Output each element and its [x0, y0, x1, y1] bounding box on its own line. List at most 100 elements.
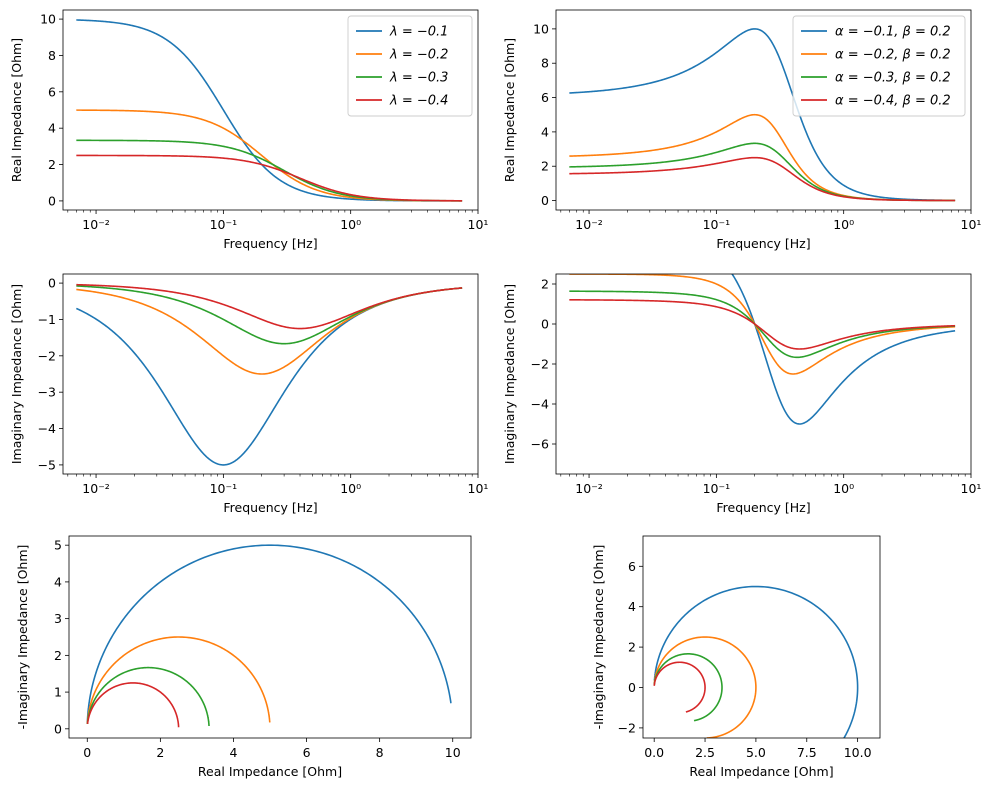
x-tick-label: 2: [156, 745, 164, 760]
y-tick-label: 2: [54, 648, 62, 663]
y-tick-label: 4: [54, 574, 62, 589]
y-tick-label: 10: [533, 21, 549, 36]
x-tick-label: 10¹: [961, 481, 982, 496]
x-tick-label: 10⁻¹: [210, 481, 238, 496]
x-tick-label: 5.0: [746, 745, 766, 760]
series-line-2: [569, 274, 956, 375]
y-tick-label: 8: [48, 48, 56, 63]
legend: α = −0.1, β = 0.2 α = −0.2, β = 0.2 α = −0…: [792, 15, 966, 117]
y-tick-label: 2: [48, 157, 56, 172]
x-axis-label: Real Impedance [Ohm]: [689, 764, 833, 779]
x-tick-label: 10⁰: [340, 217, 361, 232]
x-tick-label: 6: [303, 745, 311, 760]
legend-entry: λ = −0.3: [389, 71, 448, 86]
y-axis-label: Imaginary Impedance [Ohm]: [9, 284, 24, 464]
y-tick-label: 6: [48, 84, 56, 99]
x-tick-label: 8: [376, 745, 384, 760]
y-tick-label: −5: [38, 457, 56, 472]
x-tick-label: 10⁰: [833, 217, 854, 232]
y-tick-label: 0: [48, 276, 56, 291]
x-tick-label: 10⁰: [340, 481, 361, 496]
legend-frame: [347, 15, 473, 117]
y-tick-label: 2: [541, 277, 549, 292]
legend-entry: α = −0.4, β = 0.2: [835, 94, 951, 109]
x-tick-label: 10.0: [844, 745, 872, 760]
y-tick-label: 10: [40, 12, 56, 27]
series-line-4: [569, 156, 956, 202]
x-tick-label: 10⁻²: [575, 217, 603, 232]
series-line-2: [76, 287, 463, 375]
x-tick-label: 10⁻²: [82, 481, 110, 496]
x-tick-label: 0.0: [644, 745, 664, 760]
legend: λ = −0.1 λ = −0.2 λ = −0.3 λ = −0.4: [347, 15, 473, 117]
legend-entry: α = −0.3, β = 0.2: [835, 71, 951, 86]
plot-area: [569, 274, 956, 425]
y-tick-label: 5: [54, 538, 62, 553]
plot-area: [86, 544, 452, 728]
y-tick-label: 2: [628, 640, 636, 655]
series-line-3: [569, 290, 956, 359]
y-axis-label: Real Impedance [Ohm]: [9, 38, 24, 182]
series-line-1: [86, 544, 452, 725]
y-tick-label: −2: [38, 348, 56, 363]
x-tick-label: 7.5: [797, 745, 817, 760]
y-tick-label: 4: [628, 599, 636, 614]
series-line-1: [569, 28, 956, 202]
y-tick-label: 1: [54, 685, 62, 700]
y-tick-label: 0: [541, 193, 549, 208]
axes-frame: [62, 273, 479, 475]
subplot-p4: 10⁻² 10⁻¹ 10⁰ 10¹ −6 −4 −2 0 2 Frequency [Hz] Imag…: [502, 273, 982, 515]
y-tick-label: 6: [628, 559, 636, 574]
plot-area: [569, 28, 956, 202]
series-line-3: [76, 285, 463, 345]
axes-frame: [555, 273, 972, 475]
axes-frame: [555, 9, 972, 211]
axes-frame: [642, 535, 881, 739]
x-tick-label: 10⁻¹: [703, 481, 731, 496]
series-line-4: [86, 682, 180, 728]
x-tick-label: 10: [445, 745, 461, 760]
y-tick-label: 8: [541, 56, 549, 71]
x-tick-label: 10⁻²: [575, 481, 603, 496]
series-line-4: [76, 283, 463, 330]
legend-entry: λ = −0.2: [389, 48, 448, 63]
subplot-p2: 10⁻² 10⁻¹ 10⁰ 10¹ 0 2 4 6 8 10 Frequency [Hz] Real …: [502, 9, 982, 251]
x-tick-label: 10¹: [961, 217, 982, 232]
legend-entry: α = −0.1, β = 0.2: [835, 25, 951, 40]
y-tick-label: 6: [541, 90, 549, 105]
subplot-p3: 10⁻² 10⁻¹ 10⁰ 10¹ −5 −4 −3 −2 −1 0 Frequency [Hz] I…: [9, 273, 488, 515]
x-tick-label: 10⁻¹: [703, 217, 731, 232]
series-line-4: [76, 154, 463, 202]
x-tick-label: 4: [229, 745, 237, 760]
series-line-1: [731, 274, 956, 425]
axes-frame: [62, 9, 479, 211]
plot-area: [76, 19, 463, 202]
x-tick-label: 2.5: [695, 745, 715, 760]
y-tick-label: 0: [48, 193, 56, 208]
x-tick-label: 10⁰: [833, 481, 854, 496]
y-tick-label: 4: [541, 124, 549, 139]
series-line-3: [76, 139, 463, 202]
series-line-1: [75, 287, 463, 466]
axes-frame: [68, 535, 472, 739]
y-tick-label: −6: [531, 437, 549, 452]
x-axis-label: Frequency [Hz]: [716, 236, 810, 251]
legend-frame: [792, 15, 966, 117]
y-tick-label: 0: [541, 317, 549, 332]
y-tick-label: 3: [54, 611, 62, 626]
x-axis-label: Frequency [Hz]: [223, 236, 317, 251]
x-tick-label: 10⁻¹: [210, 217, 238, 232]
y-axis-label: -Imaginary Impedance [Ohm]: [591, 545, 606, 730]
x-tick-label: 10¹: [468, 217, 489, 232]
x-axis-label: Frequency [Hz]: [716, 500, 810, 515]
y-axis-label: -Imaginary Impedance [Ohm]: [15, 545, 30, 730]
y-tick-label: −2: [618, 720, 636, 735]
y-tick-label: −2: [531, 357, 549, 372]
x-tick-label: 10⁻²: [82, 217, 110, 232]
series-line-2: [86, 636, 271, 725]
series-line-4: [653, 661, 706, 713]
series-line-1: [653, 585, 859, 738]
series-line-3: [86, 666, 210, 727]
y-tick-label: −1: [38, 312, 56, 327]
